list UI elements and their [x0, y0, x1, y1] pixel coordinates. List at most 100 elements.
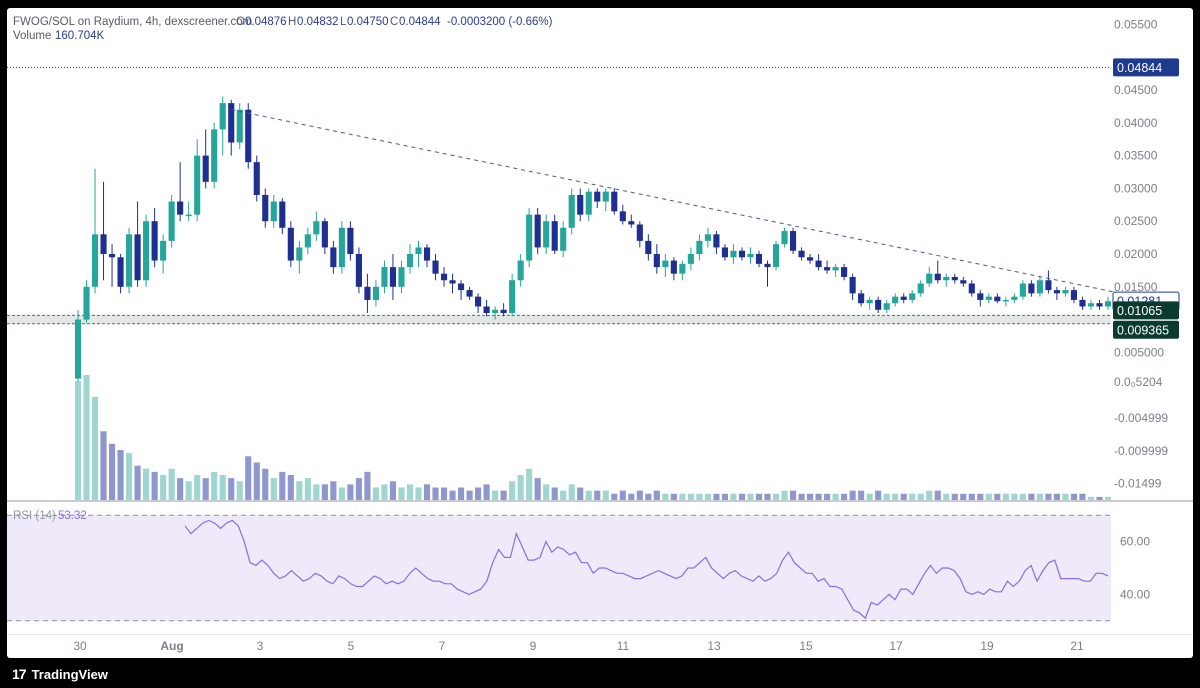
time-axis[interactable]: 30 Aug 3 5 7 9 11 13 15 17 19 21 — [73, 639, 1084, 653]
candle — [270, 194, 277, 228]
price-tick: 0.03000 — [1114, 181, 1158, 195]
volume-bar — [126, 453, 133, 500]
open-label: O — [236, 16, 245, 28]
candle-body — [807, 257, 814, 261]
time-tick: 13 — [707, 639, 721, 653]
candle-body — [875, 299, 882, 310]
candle-body — [951, 276, 958, 281]
volume-bar — [900, 493, 907, 500]
price-badge-box — [1113, 320, 1179, 339]
volume-bar — [1062, 493, 1069, 500]
volume-bar — [372, 487, 379, 500]
price-tick: 0.005000 — [1114, 345, 1164, 359]
candle-body — [611, 191, 618, 212]
candle — [389, 254, 397, 300]
volume-bar — [1011, 493, 1018, 500]
candle-body — [721, 247, 729, 258]
volume-bar — [398, 487, 405, 500]
candle-body — [560, 227, 567, 251]
candle — [211, 122, 218, 189]
volume-bar — [1104, 496, 1112, 500]
candle-body — [883, 303, 890, 310]
candle-body — [772, 244, 780, 268]
candle — [185, 201, 192, 222]
candle — [798, 247, 805, 261]
candle — [296, 240, 303, 274]
candle-body — [798, 250, 805, 258]
candle-body — [509, 280, 516, 314]
candle-body — [585, 191, 592, 215]
tradingview-logo[interactable]: 17 TradingView — [12, 666, 108, 682]
candle-body — [704, 234, 711, 241]
candle-body — [270, 201, 277, 222]
candle — [1079, 296, 1086, 310]
candle-body — [985, 296, 992, 300]
candle-body — [730, 250, 737, 258]
candle — [815, 254, 822, 271]
rsi-value: 53.32 — [58, 510, 87, 522]
price-badge-box — [1113, 301, 1179, 320]
candle-body — [1087, 303, 1095, 307]
candle — [841, 263, 848, 281]
volume-bar — [449, 490, 456, 500]
candle — [202, 129, 209, 189]
time-tick: 7 — [439, 639, 446, 653]
candle-body — [713, 234, 720, 248]
candle-body — [764, 263, 771, 268]
volume-bar — [841, 493, 848, 500]
candle-body — [568, 194, 575, 228]
volume-bar — [755, 493, 763, 500]
price-tick: 0.01500 — [1114, 280, 1158, 294]
volume-bar — [117, 450, 124, 500]
candle-body — [91, 234, 99, 287]
volume-bar — [551, 487, 558, 500]
candle-body — [636, 224, 643, 241]
price-tick: 0.04000 — [1114, 116, 1158, 130]
candle-body — [347, 227, 354, 254]
candle-body — [398, 267, 405, 287]
candle-body — [134, 234, 141, 281]
candle-body — [789, 231, 797, 251]
candle-body — [500, 309, 507, 314]
high-value: 0.04832 — [297, 16, 339, 28]
volume-bar — [440, 487, 448, 500]
volume-bar — [406, 484, 414, 500]
candle-body — [313, 221, 320, 235]
volume-bar — [789, 490, 797, 500]
trendline[interactable] — [231, 109, 1160, 302]
pane-separator[interactable] — [7, 500, 1193, 502]
candle-body — [551, 221, 558, 251]
candle — [253, 155, 260, 202]
price-axis[interactable]: 0.05500 0.04500 0.04000 0.03500 0.03000 0.025… — [1114, 17, 1168, 490]
candle-body — [747, 254, 754, 258]
candle-body — [534, 214, 541, 248]
candle-body — [1104, 301, 1112, 307]
candle-body — [143, 221, 150, 281]
candle — [619, 204, 626, 225]
candle — [1062, 286, 1069, 297]
volume-bar — [934, 490, 941, 500]
volume-bar — [781, 490, 788, 500]
candle — [636, 221, 643, 248]
candle — [832, 263, 839, 277]
candle-body — [406, 254, 414, 268]
candle-body — [338, 227, 345, 268]
candle-body — [1070, 290, 1078, 300]
volume-bar — [91, 396, 99, 500]
candle-body — [1011, 296, 1018, 300]
volume-bar — [296, 481, 303, 500]
candle-body — [577, 194, 584, 215]
candle — [585, 188, 592, 222]
volume-bar — [560, 490, 567, 500]
candle — [875, 296, 882, 314]
candle — [313, 211, 320, 241]
price-chart[interactable]: FWOG/SOL on Raydium, 4h, dexscreener.com… — [7, 8, 1193, 658]
candle — [696, 234, 703, 261]
candle-body — [211, 129, 218, 182]
candle-body — [449, 280, 456, 284]
close-value: 0.04844 — [399, 16, 441, 28]
candle — [730, 244, 737, 264]
price-badge: 0.04844 — [1113, 58, 1179, 77]
candle-body — [738, 250, 746, 258]
candle — [670, 257, 677, 281]
